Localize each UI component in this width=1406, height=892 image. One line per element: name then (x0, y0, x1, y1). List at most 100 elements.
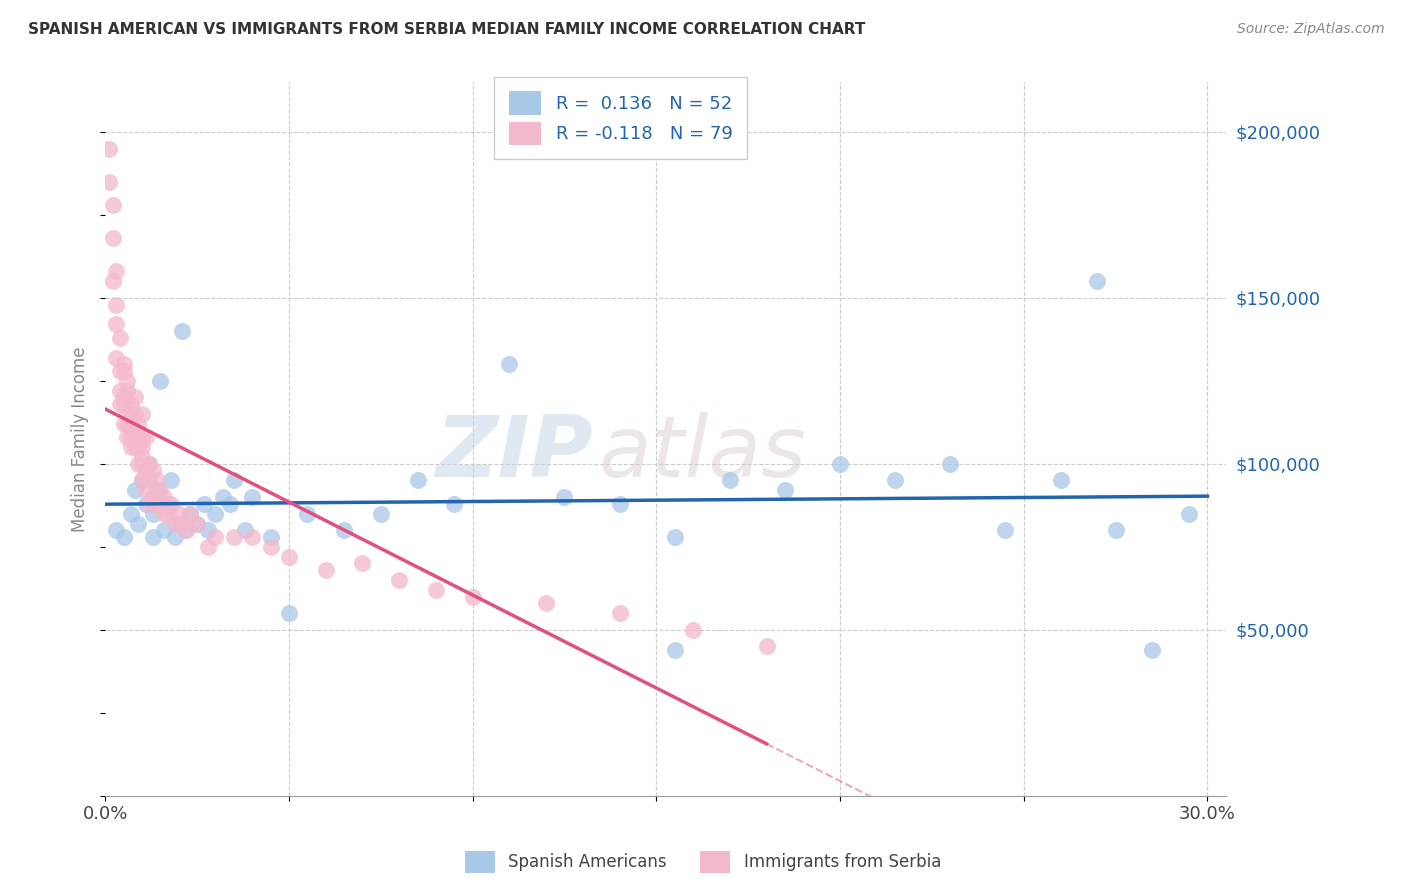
Point (172, 324, 194, 338)
Point (149, 483, 172, 498)
Point (609, 497, 631, 511)
Point (204, 507, 226, 521)
Point (112, 530, 135, 544)
Point (884, 474, 907, 488)
Point (127, 457, 149, 471)
Point (138, 497, 160, 511)
Point (108, 331, 131, 345)
Point (773, 483, 796, 498)
Point (120, 417, 142, 431)
Point (1104, 523, 1126, 537)
Point (131, 450, 153, 465)
Point (138, 474, 160, 488)
Point (105, 264, 128, 278)
Point (186, 516, 208, 531)
Point (755, 640, 778, 654)
Point (101, 274, 124, 288)
Point (167, 507, 190, 521)
Point (112, 357, 135, 371)
Point (553, 490, 575, 504)
Point (828, 457, 851, 471)
Point (240, 490, 263, 504)
Point (105, 351, 128, 365)
Point (131, 440, 153, 454)
Point (186, 516, 208, 531)
Point (131, 430, 153, 444)
Legend: R =  0.136   N = 52, R = -0.118   N = 79: R = 0.136 N = 52, R = -0.118 N = 79 (495, 77, 747, 160)
Point (120, 407, 142, 421)
Point (425, 582, 447, 597)
Point (135, 497, 157, 511)
Point (333, 523, 356, 537)
Point (105, 297, 128, 311)
Point (153, 523, 176, 537)
Point (112, 397, 135, 411)
Point (193, 497, 215, 511)
Point (160, 497, 183, 511)
Point (277, 549, 299, 564)
Point (664, 642, 686, 657)
Point (163, 516, 186, 531)
Point (534, 596, 557, 610)
Point (443, 497, 465, 511)
Point (145, 483, 167, 498)
Point (127, 430, 149, 444)
Point (135, 430, 157, 444)
Point (101, 198, 124, 212)
Point (163, 530, 186, 544)
Y-axis label: Median Family Income: Median Family Income (72, 346, 89, 532)
Point (370, 507, 392, 521)
Point (153, 490, 176, 504)
Point (149, 374, 172, 388)
Point (277, 606, 299, 620)
Legend: Spanish Americans, Immigrants from Serbia: Spanish Americans, Immigrants from Serbi… (458, 845, 948, 880)
Point (167, 516, 190, 531)
Point (939, 457, 962, 471)
Point (498, 357, 520, 371)
Point (124, 440, 146, 454)
Point (117, 417, 139, 431)
Point (127, 440, 149, 454)
Point (204, 530, 226, 544)
Point (127, 516, 149, 531)
Point (664, 530, 686, 544)
Point (174, 523, 197, 537)
Point (1085, 274, 1108, 288)
Point (259, 540, 281, 554)
Point (156, 507, 179, 521)
Point (145, 474, 167, 488)
Text: atlas: atlas (599, 412, 806, 495)
Point (108, 364, 131, 378)
Text: ZIP: ZIP (434, 412, 593, 495)
Point (131, 474, 153, 488)
Point (117, 430, 139, 444)
Text: SPANISH AMERICAN VS IMMIGRANTS FROM SERBIA MEDIAN FAMILY INCOME CORRELATION CHAR: SPANISH AMERICAN VS IMMIGRANTS FROM SERB… (28, 22, 866, 37)
Point (718, 474, 741, 488)
Point (994, 523, 1017, 537)
Point (142, 507, 165, 521)
Point (105, 523, 128, 537)
Point (149, 497, 172, 511)
Point (124, 391, 146, 405)
Point (222, 474, 245, 488)
Point (219, 497, 242, 511)
Point (461, 590, 484, 604)
Point (197, 523, 219, 537)
Point (120, 430, 142, 444)
Point (105, 318, 128, 332)
Point (108, 384, 131, 398)
Point (117, 407, 139, 421)
Point (1142, 642, 1164, 657)
Point (127, 417, 149, 431)
Point (211, 490, 233, 504)
Point (142, 530, 165, 544)
Point (222, 530, 245, 544)
Point (131, 457, 153, 471)
Point (160, 474, 183, 488)
Point (131, 407, 153, 421)
Text: Source: ZipAtlas.com: Source: ZipAtlas.com (1237, 22, 1385, 37)
Point (138, 457, 160, 471)
Point (153, 507, 176, 521)
Point (120, 440, 142, 454)
Point (197, 540, 219, 554)
